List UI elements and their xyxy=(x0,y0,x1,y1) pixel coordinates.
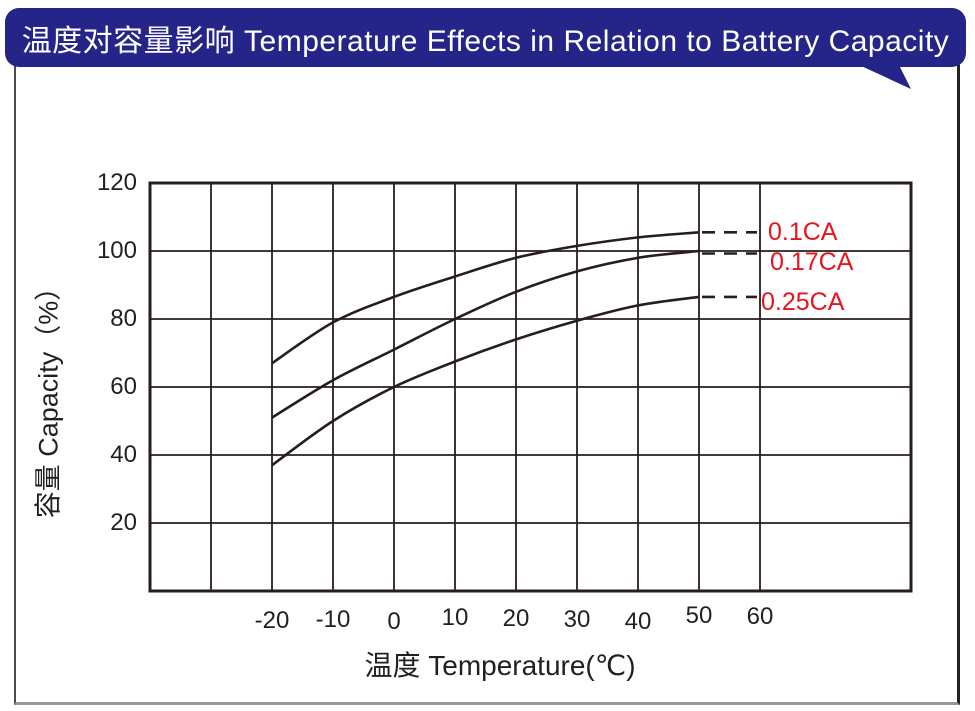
x-tick-label: 0 xyxy=(387,608,401,635)
y-tick-label: 80 xyxy=(110,305,137,332)
series-label-0.17CA: 0.17CA xyxy=(770,248,854,276)
y-axis-title: 容量 Capacity（%） xyxy=(33,273,64,519)
banner-tail-pointer-icon xyxy=(859,65,911,89)
curve-0.1CA xyxy=(271,231,700,365)
series-label-0.1CA: 0.1CA xyxy=(768,218,838,246)
y-tick-label: 60 xyxy=(110,373,137,400)
page-title: 温度对容量影响 Temperature Effects in Relation … xyxy=(21,24,950,58)
y-tick-label: 120 xyxy=(96,169,137,196)
x-tick-label: 60 xyxy=(746,603,774,630)
title-banner: 温度对容量影响 Temperature Effects in Relation … xyxy=(5,8,966,67)
x-tick-label: -20 xyxy=(254,607,290,634)
x-tick-label: 40 xyxy=(624,608,652,635)
x-tick-label: 50 xyxy=(685,602,713,629)
x-tick-label: 20 xyxy=(502,605,530,632)
x-tick-label: -10 xyxy=(315,606,351,633)
curve-0.17CA xyxy=(271,249,700,419)
y-tick-label: 20 xyxy=(110,509,137,536)
x-axis-title: 温度 Temperature(℃) xyxy=(364,650,636,681)
x-tick-label: 10 xyxy=(441,604,469,631)
y-tick-label: 40 xyxy=(110,441,137,468)
x-tick-label: 30 xyxy=(563,606,591,633)
y-tick-label: 100 xyxy=(96,237,137,264)
series-label-0.25CA: 0.25CA xyxy=(761,288,845,316)
curve-0.25CA xyxy=(271,295,700,467)
